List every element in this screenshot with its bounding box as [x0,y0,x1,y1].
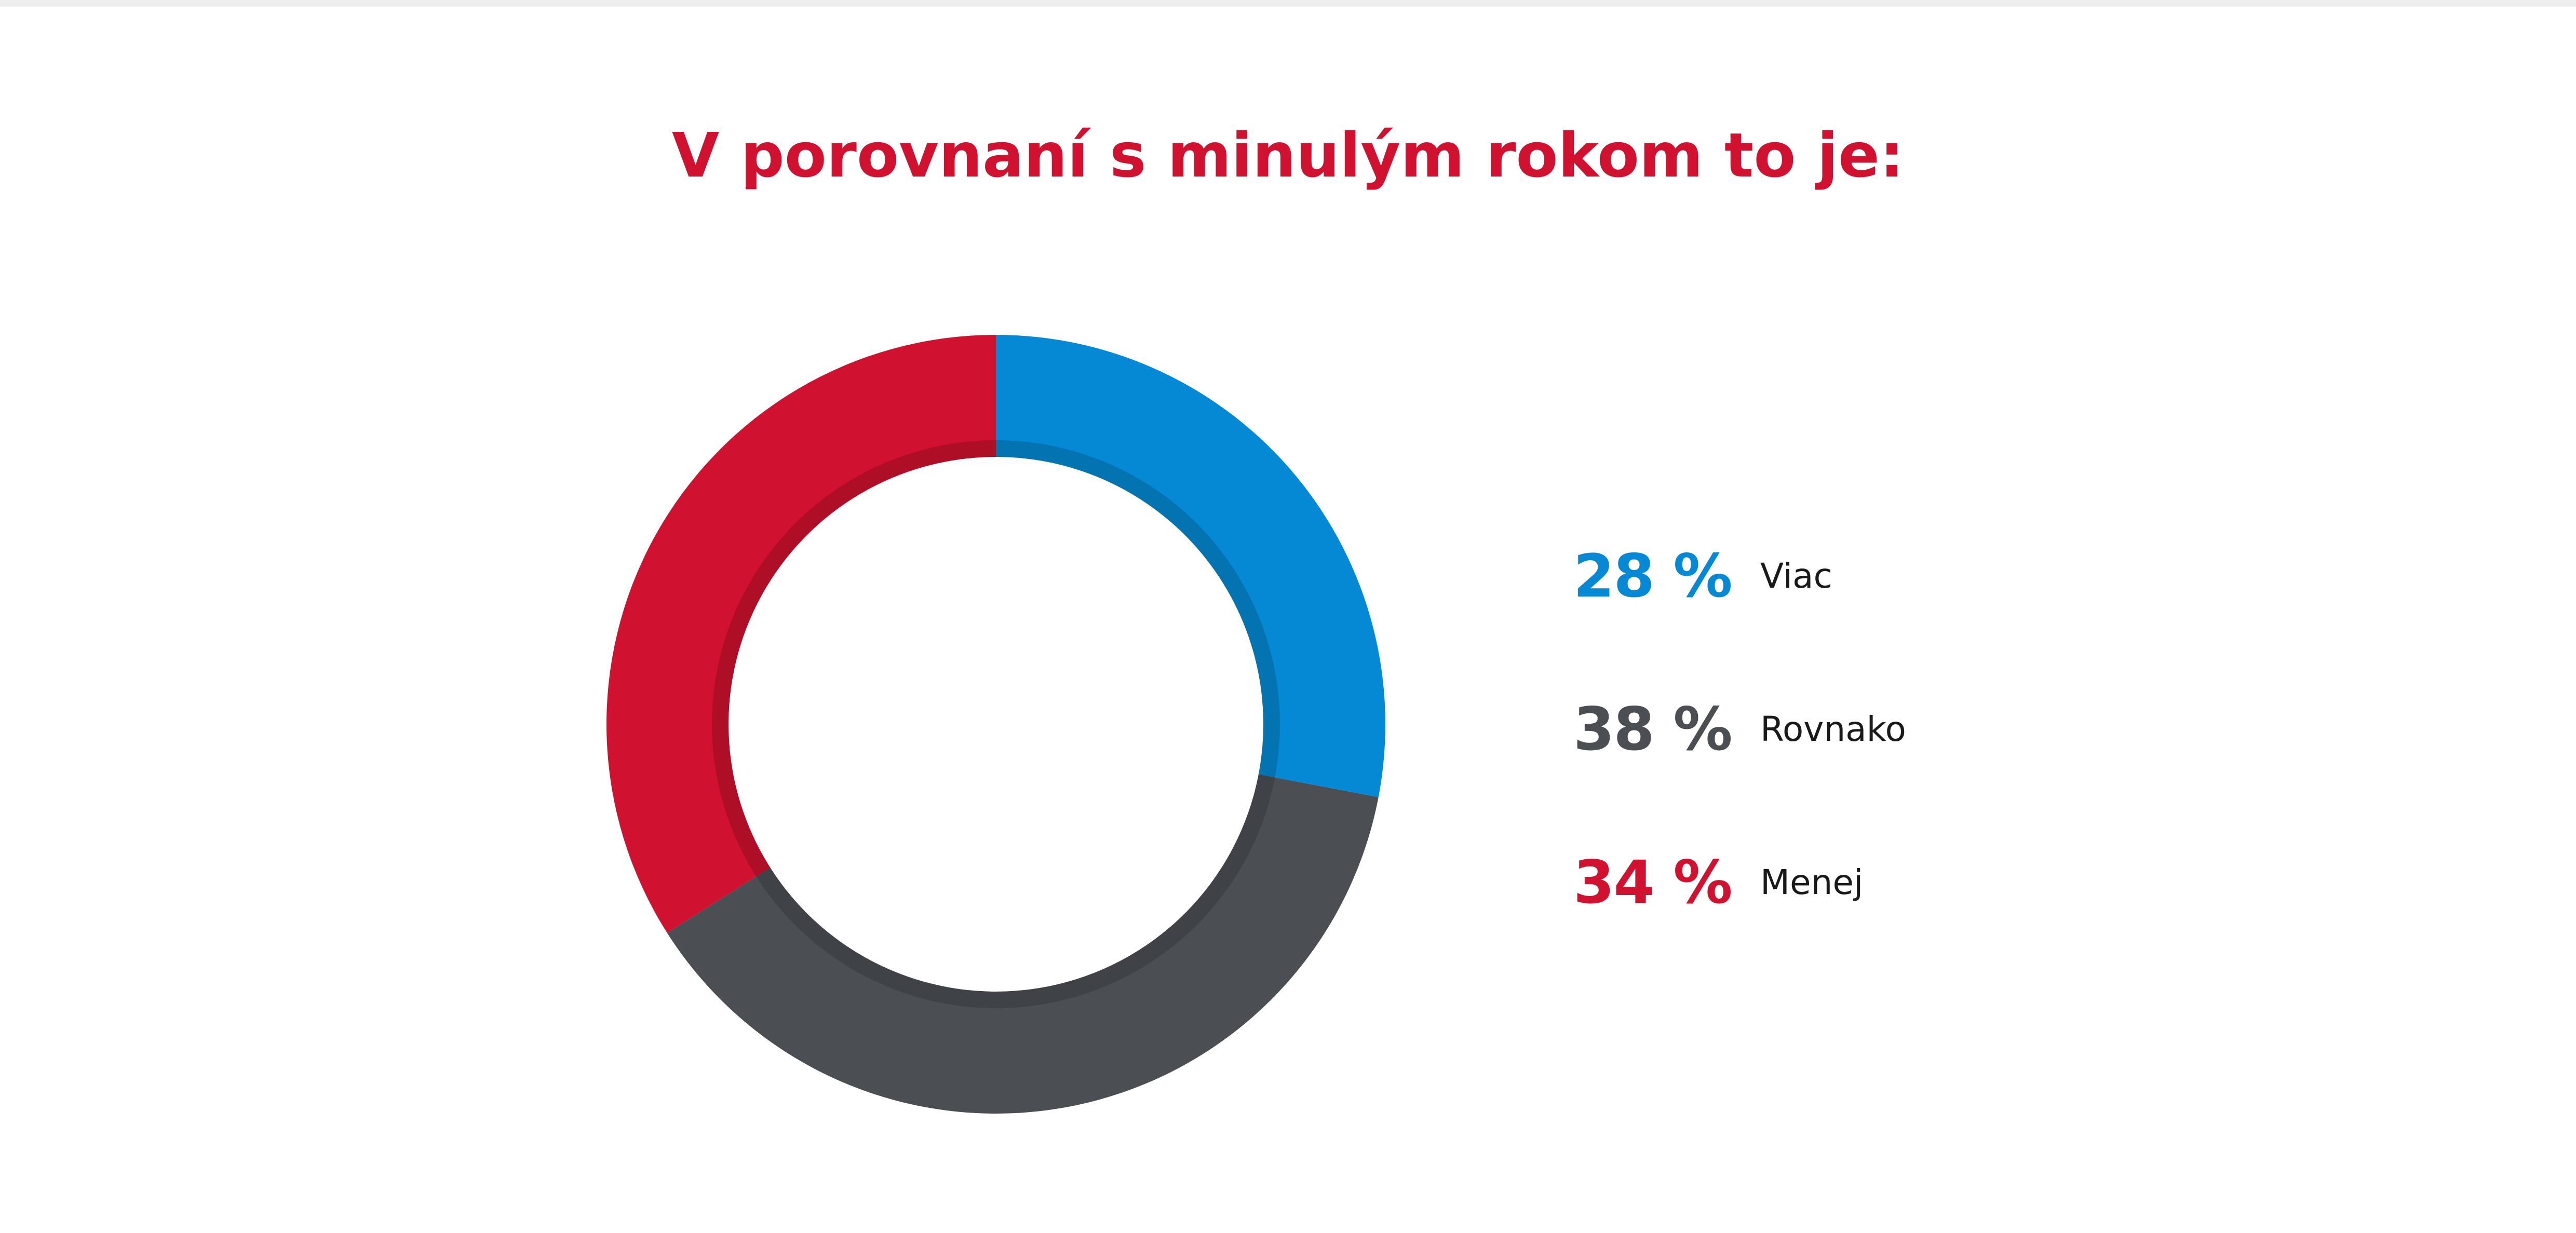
legend-item-menej: 34 % Menej [1573,846,2196,929]
donut-chart [606,335,1385,1114]
legend-value-menej: 34 % [1573,848,1733,917]
legend-label-rovnako: Rovnako [1760,709,1906,749]
top-divider [0,0,2576,7]
legend-label-menej: Menej [1760,862,1864,902]
donut-slice-rovnako [667,774,1379,1114]
donut-slice-viac [996,335,1385,797]
chart-title: V porovnaní s minulým rokom to je: [671,119,1905,191]
legend-item-viac: 28 % Viac [1573,540,2196,623]
chart-legend: 28 % Viac 38 % Rovnako 34 % Menej [1573,540,2196,955]
donut-slices [606,335,1385,1114]
legend-item-rovnako: 38 % Rovnako [1573,693,2196,776]
donut-inner-edge-menej [712,440,996,877]
legend-value-viac: 28 % [1573,541,1733,611]
legend-value-rovnako: 38 % [1573,695,1733,764]
legend-label-viac: Viac [1760,556,1832,596]
donut-inner-edge-rovnako [756,774,1275,1008]
donut-inner-shadow [712,440,1280,1008]
donut-slice-menej [606,335,996,933]
